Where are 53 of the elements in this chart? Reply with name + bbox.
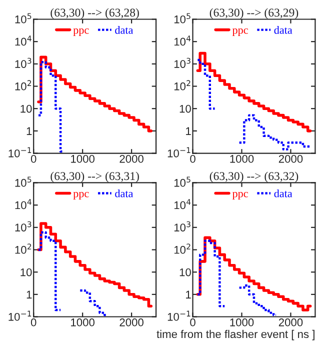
x-axis-title: time from the flasher event [ ns ] [156, 330, 314, 340]
legend-label: data [274, 26, 292, 34]
y-tick-label: 10$^{5}$ [15, 176, 32, 187]
y-tick-label: 10$^{4}$ [174, 199, 191, 210]
x-tick-label: 2000 [278, 318, 303, 326]
y-tick-label: 10$^{−1}$ [8, 310, 32, 321]
y-tick-label: 10$^{4}$ [15, 36, 32, 46]
legend-label: ppc [73, 28, 89, 36]
y-tick-label: 10$^{5}$ [174, 176, 190, 187]
y-tick-label: 10$^{2}$ [174, 80, 190, 90]
x-tick-label: 0 [190, 154, 196, 163]
y-tick-label: 10$^{2}$ [15, 80, 32, 90]
y-tick-label: 10$^{3}$ [174, 58, 190, 68]
text: ppc [232, 28, 248, 36]
x-tick-label: 0 [30, 154, 36, 163]
chart-title: (63,30) --> (63,29) [210, 8, 298, 19]
text: ppc [232, 192, 248, 200]
x-tick-label: 1000 [71, 318, 94, 326]
y-tick-label: 10$^{3}$ [15, 221, 32, 232]
x-tick-label: 2000 [278, 154, 303, 163]
legend-label: ppc [73, 192, 89, 200]
x-tick-label: 1000 [230, 154, 254, 163]
x-tick-label: 1000 [71, 154, 94, 163]
legend-label: data [274, 189, 292, 198]
y-tick-label: 1 [26, 127, 32, 135]
y-tick-label: 1 [186, 127, 191, 135]
x-tick-label: 0 [30, 318, 36, 326]
x-tick-label: 0 [190, 318, 196, 326]
y-tick-label: 10$^{2}$ [174, 244, 190, 254]
y-tick-label: 10$^{−1}$ [168, 310, 190, 321]
chart-title: (63,30) --> (63,32) [210, 172, 298, 182]
y-tick-label: 10 [180, 268, 191, 276]
y-tick-label: 10$^{−1}$ [168, 147, 190, 158]
y-tick-label: 10$^{3}$ [15, 58, 32, 68]
x-tick-label: 2000 [120, 154, 144, 163]
y-tick-label: 10$^{−1}$ [8, 147, 32, 158]
y-tick-label: 10$^{4}$ [15, 199, 32, 210]
y-tick-label: 1 [186, 290, 191, 298]
legend-label: data [115, 189, 134, 198]
y-tick-label: 10 [20, 268, 32, 276]
legend-label: data [115, 26, 134, 34]
y-tick-label: 10 [20, 104, 32, 113]
x-tick-label: 2000 [120, 318, 144, 326]
chart-title: (63,30) --> (63,31) [50, 172, 139, 182]
y-tick-label: 10$^{5}$ [174, 13, 190, 24]
y-tick-label: 10$^{3}$ [174, 221, 190, 232]
y-tick-label: 10$^{4}$ [174, 36, 191, 46]
y-tick-label: 1 [26, 290, 32, 298]
chart-title: (63,30) --> (63,28) [50, 8, 139, 19]
y-tick-label: 10 [180, 104, 191, 113]
x-tick-label: 1000 [230, 318, 254, 326]
y-tick-label: 10$^{5}$ [15, 13, 32, 24]
y-tick-label: 10$^{2}$ [15, 244, 32, 254]
